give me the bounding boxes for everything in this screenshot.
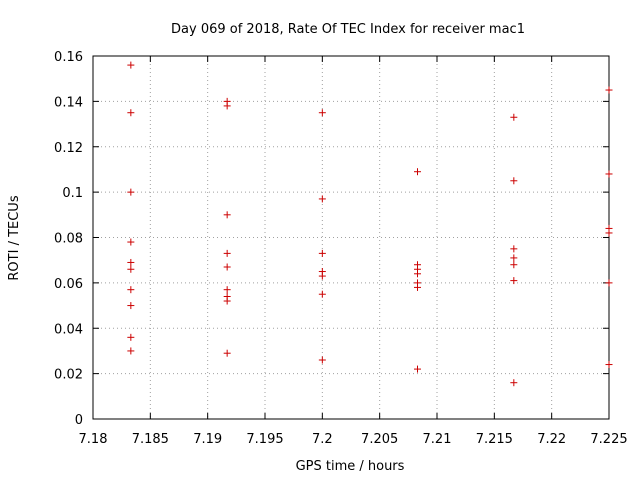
data-point [127, 286, 135, 294]
chart-title: Day 069 of 2018, Rate Of TEC Index for r… [171, 22, 525, 37]
data-point [510, 113, 518, 121]
data-point [318, 356, 326, 364]
y-axis-label: ROTI / TECUs [7, 195, 22, 280]
data-point [605, 229, 613, 237]
x-tick-label: 7.195 [246, 432, 283, 447]
grid-lines [93, 56, 609, 419]
data-point [127, 302, 135, 310]
data-point [318, 272, 326, 280]
x-axis-label: GPS time / hours [296, 459, 405, 474]
data-point [510, 379, 518, 387]
data-point [414, 270, 422, 278]
y-tick-label: 0.1 [62, 186, 83, 201]
x-tick-label: 7.22 [537, 432, 566, 447]
data-point [605, 86, 613, 94]
data-point [223, 102, 231, 110]
data-point [510, 254, 518, 262]
data-point [127, 333, 135, 341]
y-tick-label: 0.12 [54, 141, 83, 156]
data-point [223, 263, 231, 271]
data-point [223, 297, 231, 305]
x-tick-label: 7.21 [423, 432, 452, 447]
data-point [605, 170, 613, 178]
data-point [127, 238, 135, 246]
data-point [223, 286, 231, 294]
y-tick-label: 0.14 [54, 95, 83, 110]
y-tick-label: 0.08 [54, 232, 83, 247]
data-point [414, 283, 422, 291]
data-point [510, 277, 518, 285]
x-tick-label: 7.2 [312, 432, 333, 447]
data-point [605, 279, 613, 287]
data-point [510, 245, 518, 253]
data-point [127, 188, 135, 196]
data-point [223, 211, 231, 219]
x-tick-label: 7.18 [79, 432, 108, 447]
data-point [127, 347, 135, 355]
y-tick-label: 0.02 [54, 368, 83, 383]
data-point [510, 261, 518, 269]
data-point [605, 361, 613, 369]
data-point [318, 109, 326, 117]
y-tick-label: 0 [75, 413, 83, 428]
data-point [318, 290, 326, 298]
data-points [127, 61, 613, 387]
data-point [223, 349, 231, 357]
data-point [318, 195, 326, 203]
x-tick-label: 7.215 [476, 432, 513, 447]
data-point [414, 365, 422, 373]
data-point [127, 61, 135, 69]
x-tick-label: 7.185 [132, 432, 169, 447]
x-tick-label: 7.19 [193, 432, 222, 447]
data-point [510, 177, 518, 185]
data-point [127, 265, 135, 273]
data-point [127, 258, 135, 266]
y-tick-label: 0.04 [54, 322, 83, 337]
data-point [127, 109, 135, 117]
y-tick-label: 0.16 [54, 50, 83, 65]
tick-labels: 7.18 7.185 7.19 7.195 7.2 7.205 7.21 7.215 7.22 7… [54, 50, 628, 447]
y-tick-label: 0.06 [54, 277, 83, 292]
x-tick-label: 7.225 [590, 432, 627, 447]
axis-ticks [92, 55, 610, 420]
data-point [414, 168, 422, 176]
data-point [223, 249, 231, 257]
data-point [318, 249, 326, 257]
x-tick-label: 7.205 [361, 432, 398, 447]
plot-frame [92, 55, 610, 420]
